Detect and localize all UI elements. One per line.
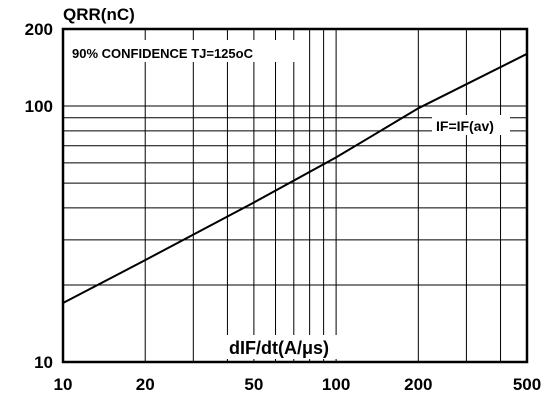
series-label-bg [432,115,510,135]
confidence-annotation: 90% CONFIDENCE TJ=125oC [72,46,254,61]
y-axis-label: QRR(nC) [63,5,135,24]
x-tick-label: 10 [54,375,73,394]
x-tick-label: 100 [322,375,350,394]
series-line-qrr [62,52,528,304]
x-tick-label: 20 [136,375,155,394]
x-axis-label-bg [222,335,362,359]
x-tick-label: 500 [513,375,541,394]
y-tick-label: 10 [34,353,53,372]
x-tick-label: 50 [244,375,263,394]
x-tick-label: 200 [404,375,432,394]
plot-frame [61,27,529,364]
annotation-bg [66,40,306,62]
series-label: IF=IF(av) [436,118,494,134]
grid [63,29,527,362]
y-tick-label: 200 [25,20,53,39]
x-axis-label: dIF/dt(A/μs) [229,338,329,358]
tick-labels: 10 20 50 100 200 500 10 100 200 [25,20,542,394]
y-tick-label: 100 [25,97,53,116]
